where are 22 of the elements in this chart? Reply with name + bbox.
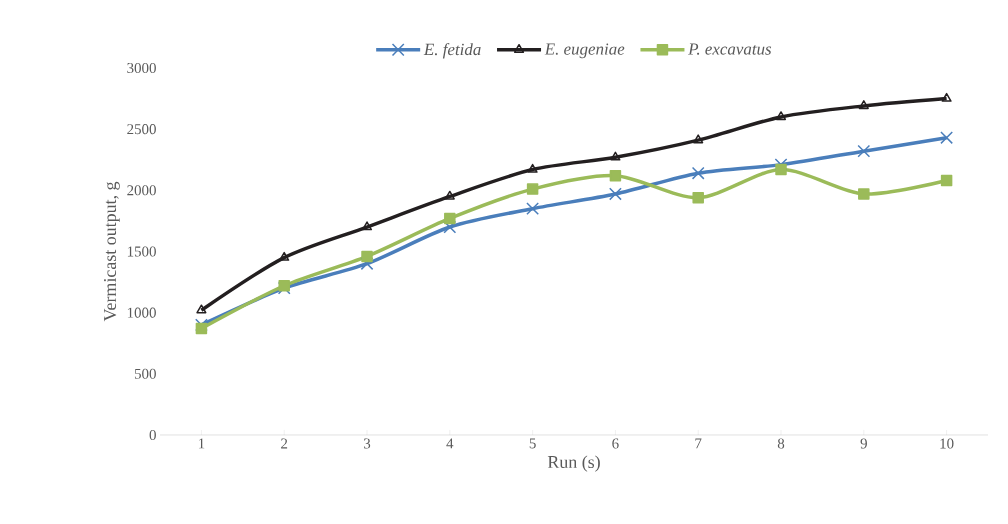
y-tick-label: 500 <box>134 368 156 379</box>
x-tick-label: 7 <box>695 438 702 449</box>
x-tick-label: 10 <box>940 438 954 449</box>
legend-label: E. fetida <box>423 43 481 59</box>
y-tick-label: 3000 <box>127 62 156 74</box>
y-tick-label: 2500 <box>127 124 156 135</box>
x-axis-title: Run (s) <box>547 455 600 472</box>
legend-label: E. eugeniae <box>544 43 625 59</box>
x-tick-label: 1 <box>198 438 205 449</box>
y-tick-label: 2000 <box>127 185 156 196</box>
y-tick-label: 1500 <box>127 246 156 257</box>
x-tick-label: 8 <box>777 438 785 449</box>
y-tick-label: 0 <box>149 429 156 441</box>
y-axis-title: Vermicast output, g <box>104 181 120 322</box>
x-tick-label: 4 <box>446 438 454 449</box>
x-tick-label: 5 <box>529 438 536 449</box>
x-tick-label: 6 <box>612 438 619 449</box>
x-tick-label: 2 <box>281 438 288 449</box>
legend-label: P. excavatus <box>688 43 772 55</box>
x-tick-label: 3 <box>363 438 371 449</box>
y-tick-label: 1000 <box>127 307 156 318</box>
x-tick-label: 9 <box>860 438 867 449</box>
